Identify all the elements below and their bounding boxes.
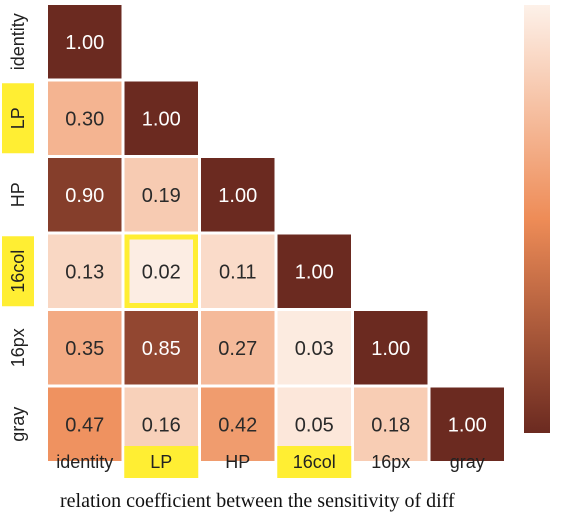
y-tick-label: 16px — [8, 328, 28, 367]
cell-value-label: 0.47 — [65, 414, 104, 436]
heatmap-cell-16px-16col — [277, 311, 351, 385]
colorbar-gradient — [524, 5, 550, 433]
figure-caption: relation coefficient between the sensiti… — [60, 490, 455, 512]
heatmap-cell-HP-identity — [48, 158, 122, 232]
y-tick-labels: identity LP HP 16col 16px gray — [2, 13, 34, 442]
heatmap-cell-16col-identity — [48, 234, 122, 308]
x-tick-label: LP — [150, 452, 172, 472]
heatmap-cell-gray-16px — [354, 387, 428, 461]
x-tick-labels: identity LP HP 16col 16px gray — [56, 446, 485, 478]
cell-value-label: 0.11 — [219, 261, 256, 283]
cell-value-label: 0.90 — [65, 185, 104, 207]
x-tick-label: gray — [450, 452, 485, 472]
heatmap-cell-gray-identity — [48, 387, 122, 461]
x-tick-label: HP — [225, 452, 250, 472]
cell-value-label: 1.00 — [295, 261, 334, 283]
heatmap-cell-LP-identity — [48, 81, 122, 155]
heatmap-cell-gray-HP — [201, 387, 275, 461]
heatmap-cell-HP-HP — [201, 158, 275, 232]
y-tick-label: 16col — [8, 250, 28, 293]
cell-value-label: 0.16 — [142, 414, 181, 436]
x-tick-label: 16px — [371, 452, 410, 472]
cell-value-label: 1.00 — [371, 338, 410, 360]
cell-value-label: 0.02 — [142, 261, 181, 283]
heatmap-cell-16col-16col — [277, 234, 351, 308]
y-tick-label: LP — [8, 107, 28, 129]
heatmap-cell-identity-identity — [48, 5, 122, 79]
cell-value-label: 0.35 — [65, 338, 104, 360]
cell-value-label: 0.05 — [295, 414, 334, 436]
y-tick-label: gray — [8, 407, 28, 442]
heatmap-cell-gray-gray — [430, 387, 504, 461]
cell-value-label: 1.00 — [65, 32, 104, 54]
cell-value-label: 0.18 — [371, 414, 410, 436]
y-label-highlight — [2, 83, 34, 154]
heatmap-cell-16px-LP — [124, 311, 198, 385]
x-tick-label: 16col — [293, 452, 336, 472]
cell-value-label: 0.85 — [142, 338, 181, 360]
y-tick-label: HP — [8, 182, 28, 207]
cell-value-label: 0.27 — [218, 338, 257, 360]
heatmap-cell-16col-LP — [124, 234, 198, 308]
cell-value-label: 1.00 — [218, 185, 257, 207]
x-tick-label: identity — [56, 452, 113, 472]
cell-value-label: 0.03 — [295, 338, 334, 360]
cell-value-label: 0.13 — [65, 261, 104, 283]
colorbar — [524, 5, 550, 433]
y-tick-label: identity — [8, 13, 28, 70]
heatmap-cell-16px-HP — [201, 311, 275, 385]
x-label-highlight — [124, 446, 199, 478]
cell-value-label: 0.30 — [65, 108, 104, 130]
highlighted-cell-outline — [124, 234, 198, 308]
heatmap-cell-16px-16px — [354, 311, 428, 385]
heatmap-cell-HP-LP — [124, 158, 198, 232]
cell-value-label: 1.00 — [142, 108, 181, 130]
heatmap-cell-16px-identity — [48, 311, 122, 385]
cell-value-label: 0.19 — [142, 185, 181, 207]
heatmap-cell-16col-HP — [201, 234, 275, 308]
heatmap-cells: 1.00 0.30 1.00 0.90 0.19 1.00 0.13 0.02 0.11 1.00… — [48, 5, 504, 461]
y-label-highlight — [2, 236, 34, 307]
cell-value-label: 1.00 — [448, 414, 487, 436]
heatmap-cell-LP-LP — [124, 81, 198, 155]
x-label-highlight — [277, 446, 352, 478]
cell-value-label: 0.42 — [218, 414, 257, 436]
